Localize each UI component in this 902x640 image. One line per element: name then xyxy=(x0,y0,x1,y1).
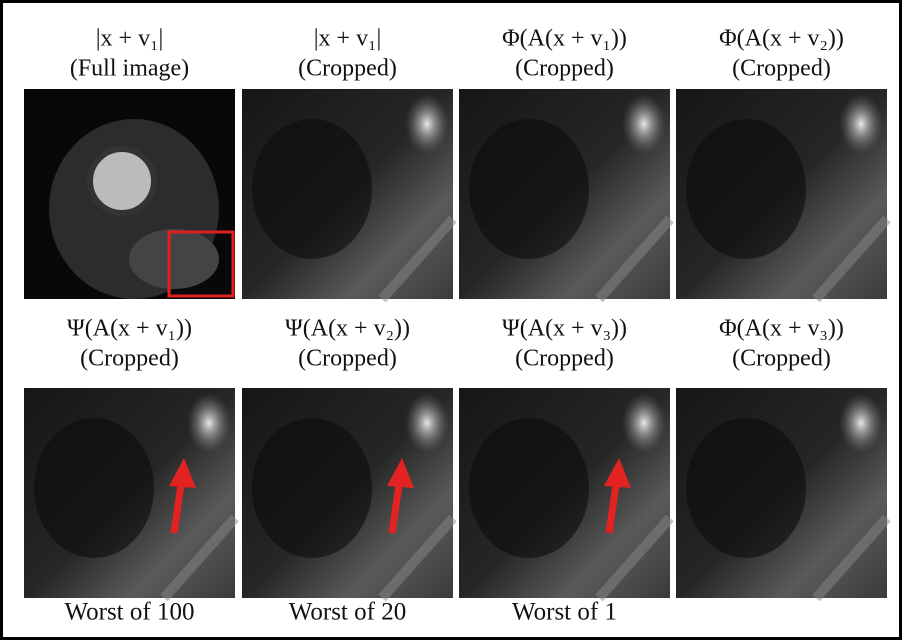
panel-subtitle: (Cropped) xyxy=(515,346,614,372)
panel-title: Ψ(A(x + v₂)) xyxy=(285,316,410,342)
panel-title: Ψ(A(x + v₁)) xyxy=(67,316,192,342)
panel-subtitle: (Cropped) xyxy=(732,56,831,82)
ventricle xyxy=(90,149,154,213)
bright-region xyxy=(405,393,449,453)
panel-image xyxy=(676,388,887,598)
bright-region xyxy=(622,393,666,453)
panel-title: Φ(A(x + v₁)) xyxy=(502,26,627,52)
bright-region xyxy=(622,94,666,154)
panel-title: Φ(A(x + v₂)) xyxy=(719,26,844,52)
dark-region xyxy=(252,119,372,259)
panel-title: |x + v₁| xyxy=(314,26,382,52)
panel-subtitle: (Full image) xyxy=(70,56,189,82)
dark-region xyxy=(469,119,589,259)
dark-region xyxy=(469,418,589,558)
caption: Worst of 20 xyxy=(289,599,406,626)
bright-region xyxy=(839,94,883,154)
figure: |x + v₁| (Full image) |x + v₁| (Cropped) Φ(A… xyxy=(0,0,902,640)
caption: Worst of 100 xyxy=(65,599,195,626)
dark-region xyxy=(252,418,372,558)
dark-region xyxy=(34,418,154,558)
page: |x + v₁| (Full image) |x + v₁| (Cropped) Φ(A… xyxy=(0,0,902,640)
panel-subtitle: (Cropped) xyxy=(80,346,179,372)
panel-subtitle: (Cropped) xyxy=(732,346,831,372)
panel-image xyxy=(459,89,670,299)
panel-subtitle: (Cropped) xyxy=(515,56,614,82)
panel-title: Φ(A(x + v₃)) xyxy=(719,316,844,342)
panel-image xyxy=(24,388,235,598)
panel-title: Ψ(A(x + v₃)) xyxy=(502,316,627,342)
panel-image xyxy=(459,388,670,598)
bright-region xyxy=(187,393,231,453)
panel-image xyxy=(676,89,887,299)
panel-image xyxy=(24,89,235,299)
dark-region xyxy=(686,418,806,558)
caption: Worst of 1 xyxy=(512,599,617,626)
bright-region xyxy=(405,94,449,154)
panel-title: |x + v₁| xyxy=(96,26,164,52)
panel-subtitle: (Cropped) xyxy=(298,346,397,372)
panel-image xyxy=(242,89,453,299)
panel-subtitle: (Cropped) xyxy=(298,56,397,82)
panel-image xyxy=(242,388,453,598)
dark-region xyxy=(686,119,806,259)
bright-region xyxy=(839,393,883,453)
tissue xyxy=(129,229,219,289)
